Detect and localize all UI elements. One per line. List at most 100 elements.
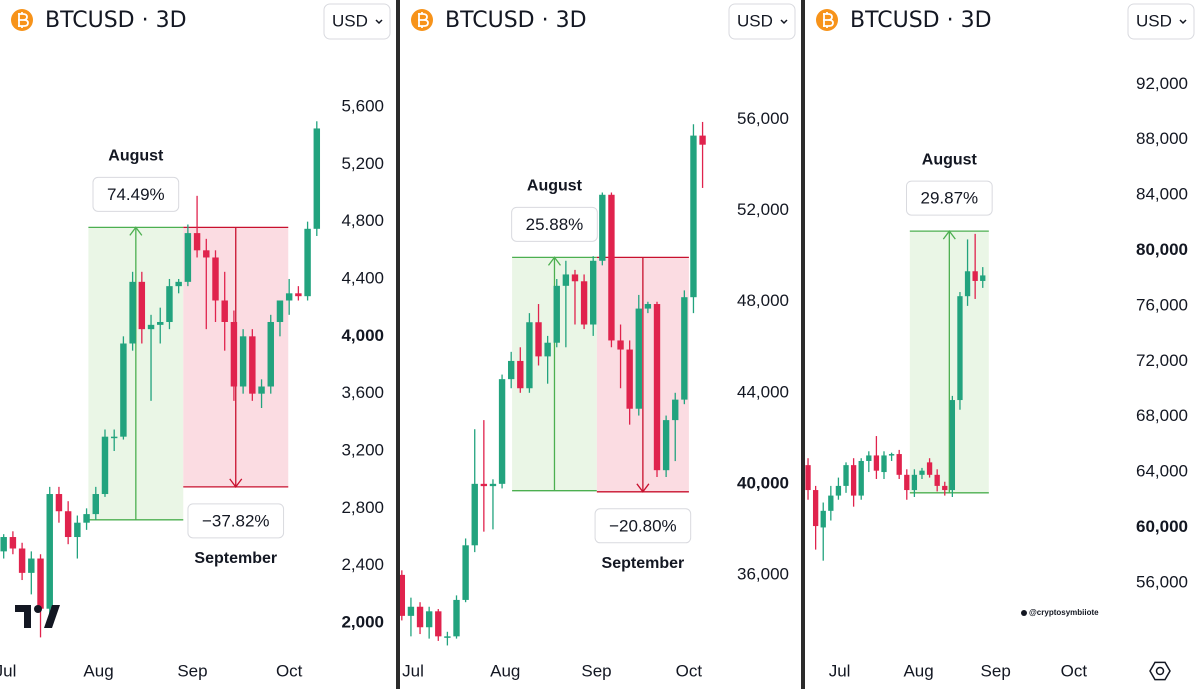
y-tick-label: 2,400 xyxy=(341,555,384,574)
change-box xyxy=(511,206,598,242)
y-tick-label: 56,000 xyxy=(737,109,789,128)
y-tick-label: 60,000 xyxy=(1136,517,1188,536)
candle-body xyxy=(904,474,910,491)
candle-body xyxy=(110,436,118,439)
candle-body xyxy=(911,474,918,491)
candle-body xyxy=(74,522,81,538)
y-tick-label: 68,000 xyxy=(1136,406,1188,425)
arrow-head xyxy=(547,256,561,266)
x-tick-label: Jul xyxy=(0,661,16,680)
candle-body xyxy=(46,494,53,609)
candle-body xyxy=(221,300,228,322)
candle-body xyxy=(157,321,164,325)
candle-body xyxy=(453,599,460,637)
candle-body xyxy=(957,296,963,401)
candle-body xyxy=(184,233,192,282)
y-tick-label: 56,000 xyxy=(1136,572,1188,591)
change-box xyxy=(905,180,993,216)
candle-body xyxy=(285,293,293,301)
y-tick-label: 3,200 xyxy=(341,440,384,459)
candle-body xyxy=(101,436,109,495)
candle-body xyxy=(462,545,469,600)
candle-body xyxy=(835,485,842,496)
candle-body xyxy=(407,606,415,616)
y-tick-label: 88,000 xyxy=(1136,129,1188,148)
candle-body xyxy=(526,322,533,389)
candle-body xyxy=(83,514,90,523)
candle-body xyxy=(681,297,688,400)
candle-body xyxy=(480,483,488,487)
chart-panel: BTCUSD · 3D USD 56,000 60,000 64,000 68,000 72… xyxy=(805,0,1200,689)
x-tick-label: Aug xyxy=(83,661,113,680)
x-tick-label: Jul xyxy=(402,661,424,680)
y-tick-label: 64,000 xyxy=(1136,462,1188,481)
dropdown-chevron xyxy=(780,19,788,25)
currency-dropdown xyxy=(728,3,796,40)
candle-body xyxy=(535,322,542,357)
y-tick-label: 80,000 xyxy=(1136,240,1188,259)
chart-title: BTCUSD · 3D xyxy=(45,8,187,33)
y-tick-label: 5,600 xyxy=(341,96,384,115)
chart-panel: BTCUSD · 3D USD 36,000 40,000 44,000 48,000 52… xyxy=(400,0,801,689)
chart-title: BTCUSD · 3D xyxy=(850,8,992,33)
candle-body xyxy=(934,474,940,486)
x-tick-label: Oct xyxy=(676,661,703,680)
candle-body xyxy=(828,495,834,511)
candle-body xyxy=(55,494,63,512)
chart-title: BTCUSD · 3D xyxy=(445,8,587,33)
candle-body xyxy=(919,470,925,475)
x-tick-label: Sep xyxy=(581,661,611,680)
candle-body xyxy=(166,286,173,322)
change-label: 29.87% xyxy=(920,189,978,208)
candle-body xyxy=(147,324,155,330)
candle-body xyxy=(881,455,887,473)
watermark-icon xyxy=(1021,610,1027,616)
candle-body xyxy=(203,250,210,258)
candle-body xyxy=(672,399,679,421)
candle-body xyxy=(964,271,971,297)
candle-body xyxy=(120,343,127,437)
candle-body xyxy=(562,274,570,286)
candle-body xyxy=(812,490,819,527)
candle-body xyxy=(896,454,902,475)
candle-body xyxy=(590,260,597,325)
arrow-head xyxy=(229,478,243,488)
candle-body xyxy=(0,537,7,552)
candle-body xyxy=(866,455,872,461)
tradingview-logo-dot xyxy=(34,605,42,613)
candle-body xyxy=(635,308,642,409)
candle-body xyxy=(644,304,652,309)
y-tick-label: 48,000 xyxy=(737,291,789,310)
settings-icon xyxy=(1149,661,1171,681)
arrow-head xyxy=(636,483,650,493)
change-label: 25.88% xyxy=(526,215,584,234)
bitcoin-glyph xyxy=(823,12,834,28)
candle-body xyxy=(435,611,442,637)
y-tick-label: 84,000 xyxy=(1136,185,1188,204)
bitcoin-glyph xyxy=(18,12,29,28)
x-tick-label: Oct xyxy=(276,661,303,680)
candle-body xyxy=(37,558,44,609)
candle-body xyxy=(544,342,551,357)
candle-body xyxy=(230,321,238,387)
chart-panel: BTCUSD · 3D USD 2,000 2,400 2,800 3,200 3,600 4… xyxy=(0,0,396,689)
measure-title: September xyxy=(602,555,685,572)
candle-body xyxy=(858,460,864,496)
change-box xyxy=(594,508,692,544)
y-tick-label: 5,200 xyxy=(341,154,384,173)
x-tick-label: Aug xyxy=(490,661,520,680)
candle-body xyxy=(276,300,284,322)
candle-body xyxy=(64,511,72,538)
candle-body xyxy=(949,400,956,491)
x-tick-label: Aug xyxy=(903,661,933,680)
candle-body xyxy=(138,281,146,330)
candle-body xyxy=(28,558,35,573)
candle-body xyxy=(699,135,706,145)
y-tick-label: 4,400 xyxy=(341,268,384,287)
candle-body xyxy=(926,462,933,475)
candle-body xyxy=(295,293,302,297)
candle-body xyxy=(471,483,478,546)
y-tick-label: 3,600 xyxy=(341,383,384,402)
candle-body xyxy=(249,336,256,394)
